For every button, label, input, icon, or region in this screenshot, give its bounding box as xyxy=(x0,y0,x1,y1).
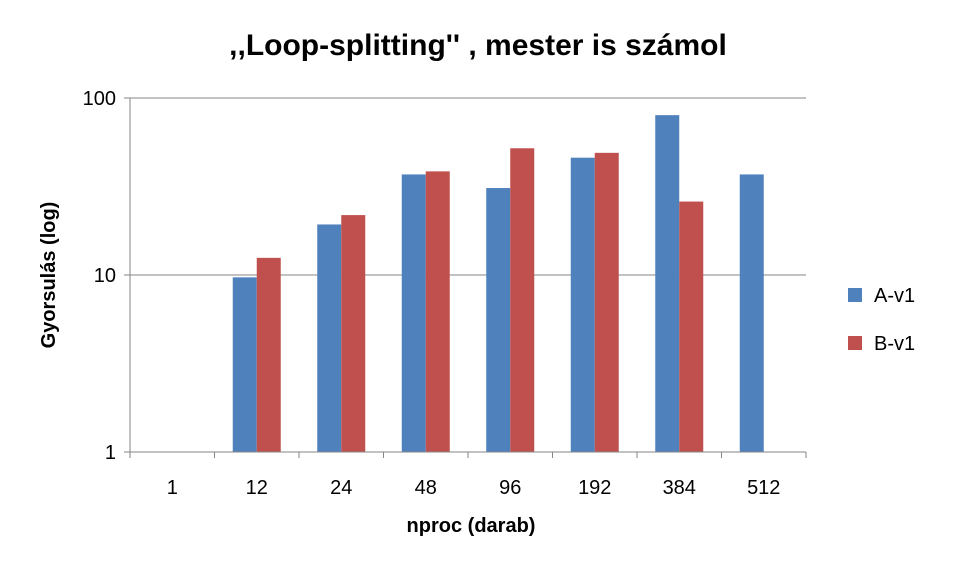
bar-A-v1-24 xyxy=(317,224,342,452)
bar-A-v1-512 xyxy=(739,174,764,453)
bars xyxy=(232,115,764,453)
chart-title: ,,Loop-splitting'' , mester is számol xyxy=(229,29,727,62)
y-tick-labels: 1 10 100 xyxy=(83,88,116,464)
x-tick-label: 12 xyxy=(246,477,268,499)
legend-label-B-v1: B-v1 xyxy=(874,333,915,355)
gridlines xyxy=(130,97,806,276)
bar-A-v1-192 xyxy=(570,157,595,452)
bar-A-v1-384 xyxy=(655,115,680,452)
y-tick-label: 10 xyxy=(94,265,116,287)
legend-swatch-B-v1 xyxy=(848,336,862,350)
y-tick-label: 100 xyxy=(83,88,116,110)
x-tick-label: 512 xyxy=(747,477,780,499)
axes xyxy=(124,97,807,458)
y-axis-title: Gyorsulás (log) xyxy=(38,202,60,349)
legend-label-A-v1: A-v1 xyxy=(874,285,915,307)
bar-B-v1-12 xyxy=(256,257,281,452)
bar-A-v1-96 xyxy=(486,188,511,452)
bar-B-v1-192 xyxy=(594,152,619,452)
bar-A-v1-12 xyxy=(232,277,257,452)
y-tick-label: 1 xyxy=(105,442,116,464)
x-tick-labels: 1 12 24 48 96 192 384 512 xyxy=(167,477,781,499)
bar-B-v1-48 xyxy=(425,171,450,452)
x-tick-label: 96 xyxy=(499,477,521,499)
x-tick-label: 192 xyxy=(578,477,611,499)
x-tick-label: 1 xyxy=(167,477,178,499)
legend-swatch-A-v1 xyxy=(848,288,862,302)
bar-B-v1-96 xyxy=(510,148,535,453)
x-tick-label: 48 xyxy=(415,477,437,499)
bar-B-v1-24 xyxy=(341,215,366,452)
bar-B-v1-384 xyxy=(679,201,704,452)
x-axis-title: nproc (darab) xyxy=(407,515,536,537)
x-tick-label: 24 xyxy=(330,477,352,499)
bar-A-v1-48 xyxy=(401,174,426,453)
legend: A-v1 B-v1 xyxy=(848,285,915,355)
x-tick-label: 384 xyxy=(663,477,696,499)
